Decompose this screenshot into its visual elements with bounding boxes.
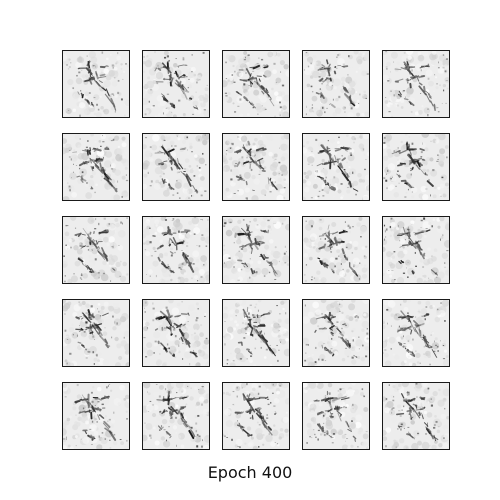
generated-sample-image xyxy=(222,382,290,450)
generated-sample-image xyxy=(142,133,210,201)
generated-sample-image xyxy=(302,216,370,284)
generated-sample-image xyxy=(62,299,130,367)
generated-sample-image xyxy=(302,50,370,118)
generated-sample-image xyxy=(142,299,210,367)
generated-sample-image xyxy=(222,299,290,367)
generated-sample-image xyxy=(222,133,290,201)
generated-sample-image xyxy=(302,299,370,367)
generated-sample-image xyxy=(382,216,450,284)
generated-sample-image xyxy=(382,299,450,367)
generated-sample-image xyxy=(302,133,370,201)
generated-sample-image xyxy=(382,133,450,201)
generated-sample-image xyxy=(62,216,130,284)
generated-sample-image xyxy=(382,50,450,118)
generated-sample-image xyxy=(62,382,130,450)
generated-sample-image xyxy=(302,382,370,450)
generated-sample-image xyxy=(142,216,210,284)
generated-sample-image xyxy=(62,133,130,201)
epoch-caption: Epoch 400 xyxy=(207,463,293,482)
generated-sample-image xyxy=(142,382,210,450)
generated-sample-image xyxy=(382,382,450,450)
generated-sample-image xyxy=(62,50,130,118)
generated-sample-image xyxy=(222,216,290,284)
generated-sample-image xyxy=(142,50,210,118)
generated-sample-image xyxy=(222,50,290,118)
